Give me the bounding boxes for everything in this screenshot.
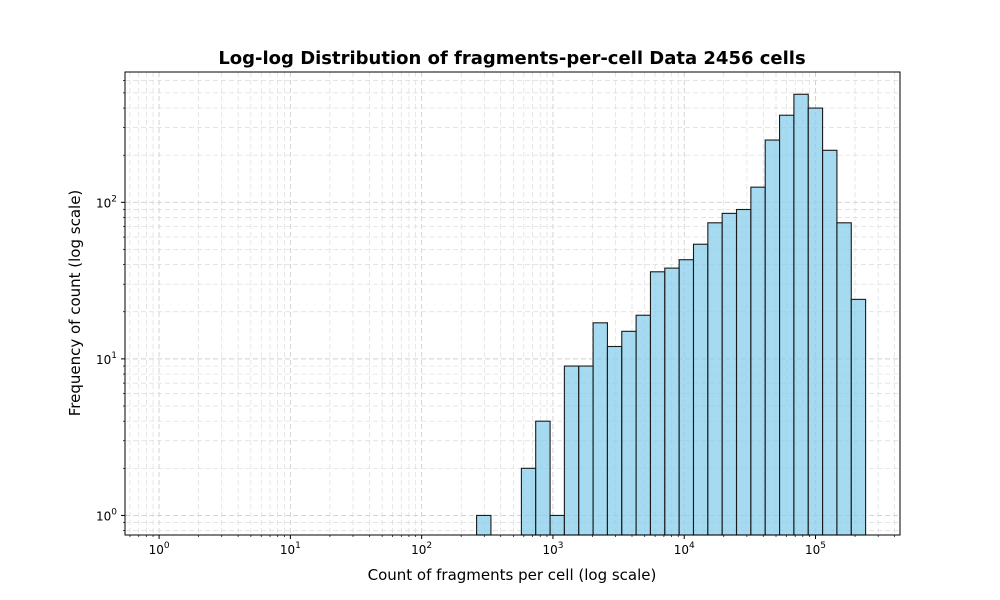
x-tick-label: 101 [280,541,301,557]
histogram-bar [635,314,652,536]
axis-ticks [121,80,895,539]
histogram-bar [578,365,594,536]
x-axis-label: Count of fragments per cell (log scale) [368,566,657,584]
histogram-bar [535,420,551,536]
histogram-bar [764,139,781,536]
y-tick-labels: 100 101 102 [96,194,117,523]
histogram-bar [807,107,824,536]
histogram-bar [520,467,537,536]
histogram-bar [678,259,695,536]
histogram-bar [649,271,666,536]
chart-title: Log-log Distribution of fragments-per-ce… [218,48,805,69]
histogram-bar [592,322,608,536]
histogram-bar [707,222,723,536]
histogram-bar [621,330,637,536]
histogram-bar [850,298,867,536]
histogram-bar [735,208,752,536]
histogram-bar [822,149,838,536]
histogram-bar [836,222,852,536]
plot-frame [124,71,901,536]
histogram-bar [750,186,766,536]
histogram-bar [721,212,738,536]
histogram-bars [476,93,867,536]
x-tick-label: 103 [542,541,563,557]
x-tick-labels: 100 101 102 103 104 105 [149,541,826,557]
histogram-bar [563,365,580,536]
histogram-bar [476,514,492,536]
x-tick-label: 105 [805,541,826,557]
histogram-bar [779,114,795,536]
x-tick-label: 104 [674,541,695,557]
histogram-bar [793,93,809,536]
histogram-bar [664,267,680,536]
histogram-bar [606,345,623,536]
y-tick-label: 102 [96,194,117,210]
x-tick-label: 102 [411,541,432,557]
y-tick-label: 100 [96,507,117,523]
histogram-bar [692,243,709,536]
x-tick-label: 100 [149,541,170,557]
y-axis-label: Frequency of count (log scale) [66,190,84,417]
histogram-bar [549,514,565,536]
y-tick-label: 101 [96,351,117,367]
